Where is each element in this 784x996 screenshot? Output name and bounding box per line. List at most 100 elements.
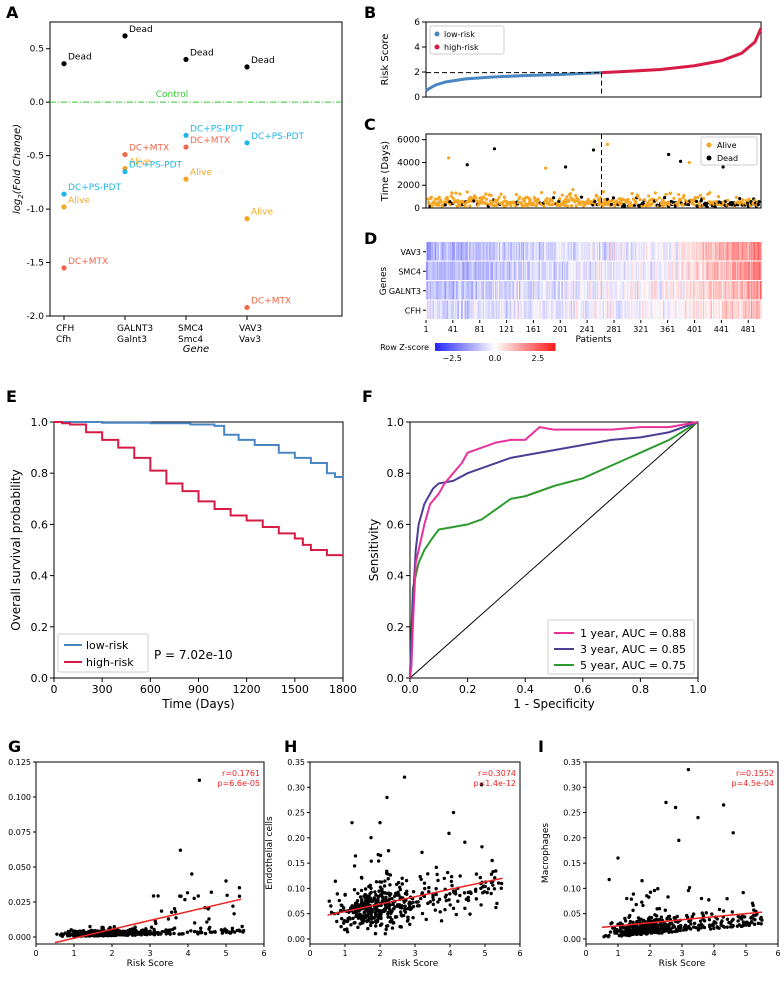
panel-d-cell bbox=[563, 300, 565, 319]
panel-d-cell bbox=[551, 300, 553, 319]
panel-d-cell bbox=[441, 261, 443, 280]
panel-g-point bbox=[192, 929, 197, 934]
panel-d-cell bbox=[597, 261, 599, 280]
panel-d-cell bbox=[527, 242, 529, 261]
panel-d-colorbar-cell bbox=[553, 343, 556, 351]
panel-d-cell bbox=[630, 281, 632, 300]
panel-d-cell bbox=[713, 261, 715, 280]
panel-f-legend-label: 5 year, AUC = 0.75 bbox=[580, 659, 686, 672]
panel-d-cell bbox=[448, 281, 450, 300]
panel-d-cell bbox=[669, 300, 671, 319]
panel-d-cell bbox=[585, 300, 587, 319]
panel-h-point bbox=[380, 888, 384, 892]
panel-d-cell bbox=[689, 242, 692, 261]
panel-g-point bbox=[149, 925, 154, 929]
panel-d-cell bbox=[532, 281, 534, 300]
panel-h-point bbox=[468, 890, 472, 894]
panel-i-fit-line bbox=[601, 911, 763, 929]
panel-d-cell bbox=[481, 281, 483, 300]
panel-d-cell bbox=[656, 261, 658, 280]
panel-d-cell bbox=[713, 281, 715, 300]
panel-d-cell bbox=[750, 300, 752, 319]
panel-d-cell bbox=[463, 261, 465, 280]
panel-d-cell bbox=[475, 300, 477, 319]
panel-a-point-label: DC+MTX bbox=[190, 136, 230, 146]
panel-d-cell bbox=[428, 281, 430, 300]
panel-d-cell bbox=[747, 281, 749, 300]
panel-h-point bbox=[386, 877, 390, 881]
panel-g-point bbox=[208, 925, 212, 930]
panel-d-cell bbox=[707, 281, 709, 300]
panel-h-point bbox=[384, 927, 388, 932]
panel-d-cell bbox=[496, 242, 498, 261]
panel-d-cell bbox=[652, 242, 654, 261]
panel-d-cell bbox=[454, 261, 456, 280]
panel-d-cell bbox=[689, 261, 692, 280]
panel-d-cell bbox=[590, 281, 592, 300]
panel-d-cell bbox=[637, 261, 639, 280]
panel-c-point bbox=[716, 202, 720, 207]
panel-h-point bbox=[499, 886, 503, 890]
panel-d-cell bbox=[493, 300, 495, 319]
panel-d-colorbar-cell bbox=[543, 343, 546, 351]
panel-i-point bbox=[659, 915, 664, 919]
panel-d-colorbar-cell bbox=[497, 343, 500, 351]
panel-d-cell bbox=[667, 300, 669, 319]
panel-h-point bbox=[423, 886, 427, 891]
panel-a-ytick-label: -1.5 bbox=[26, 259, 44, 269]
panel-i-point bbox=[648, 890, 653, 894]
panel-d-cell bbox=[565, 281, 567, 300]
panel-i-ylabel: Macrophages bbox=[541, 823, 551, 883]
panel-d-cell bbox=[711, 300, 713, 319]
panel-letter-d: D bbox=[364, 229, 377, 248]
panel-d-cell bbox=[493, 261, 495, 280]
panel-d-cell bbox=[499, 281, 501, 300]
panel-d-cell bbox=[648, 242, 650, 261]
panel-h-point bbox=[369, 835, 373, 840]
panel-f-roc-3yr bbox=[409, 421, 699, 679]
panel-d-cell bbox=[595, 261, 597, 280]
panel-d-cell bbox=[660, 242, 662, 261]
panel-d-cell bbox=[540, 261, 542, 280]
panel-a-point bbox=[61, 204, 67, 210]
panel-c-point bbox=[702, 196, 706, 200]
panel-a-point bbox=[244, 304, 250, 311]
panel-d-cell bbox=[633, 242, 635, 261]
panel-d-cell bbox=[716, 261, 718, 280]
panel-d-cell bbox=[685, 242, 688, 261]
panel-d-cell bbox=[615, 242, 617, 261]
panel-d-cell bbox=[432, 242, 434, 261]
panel-d-cell bbox=[708, 261, 710, 280]
panel-d-cell bbox=[444, 242, 446, 261]
panel-c-point bbox=[437, 195, 441, 200]
panel-h-point bbox=[396, 890, 400, 895]
panel-c-point bbox=[678, 159, 683, 163]
panel-d-cell bbox=[512, 281, 514, 300]
panel-c-point bbox=[567, 199, 571, 203]
panel-i-point bbox=[686, 888, 691, 893]
panel-g-point bbox=[199, 930, 204, 935]
panel-d-cell bbox=[661, 281, 663, 300]
panel-d-cell bbox=[458, 242, 461, 261]
panel-d-cell bbox=[474, 242, 476, 261]
panel-d-cell bbox=[739, 281, 741, 300]
panel-g-point bbox=[209, 890, 214, 894]
panel-d-cell bbox=[571, 261, 573, 280]
panel-letter-f: F bbox=[362, 387, 373, 406]
panel-d-cell bbox=[561, 281, 563, 300]
panel-g-point bbox=[230, 926, 235, 931]
panel-d-cell bbox=[634, 281, 637, 300]
panel-d-cell bbox=[664, 242, 667, 261]
panel-d-cell bbox=[759, 261, 761, 280]
panel-d-cell bbox=[613, 300, 615, 319]
panel-i-point bbox=[656, 926, 660, 931]
panel-d-cell bbox=[749, 242, 751, 261]
panel-h-point bbox=[431, 898, 436, 902]
panel-d-cell bbox=[742, 281, 745, 300]
panel-f-ytick-label: 0.4 bbox=[387, 570, 405, 583]
panel-d-cell bbox=[427, 281, 429, 300]
panel-d-cell bbox=[556, 300, 558, 319]
panel-d-cell bbox=[471, 242, 473, 261]
panel-h-point bbox=[495, 901, 499, 906]
panel-d-cell bbox=[495, 300, 497, 319]
